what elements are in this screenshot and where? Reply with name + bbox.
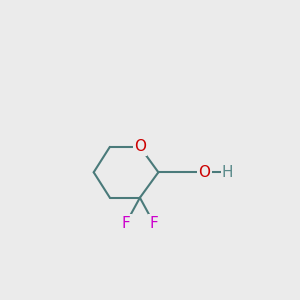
Text: H: H — [222, 165, 233, 180]
Text: F: F — [122, 216, 130, 231]
Text: O: O — [134, 140, 146, 154]
Text: F: F — [149, 216, 158, 231]
Text: O: O — [199, 165, 211, 180]
